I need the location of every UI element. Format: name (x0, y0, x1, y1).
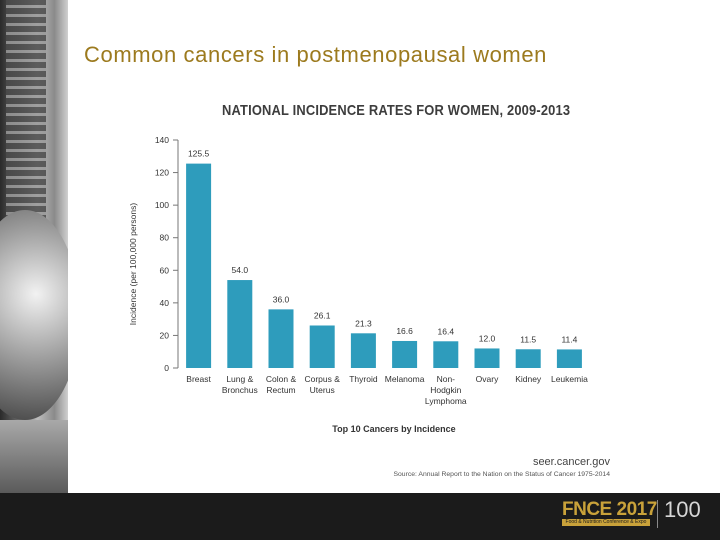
x-category-label: Rectum (266, 385, 295, 395)
plaza-shape (0, 420, 68, 493)
bar-value-label: 36.0 (273, 294, 290, 304)
y-tick-label: 140 (155, 135, 169, 145)
bar (433, 341, 459, 368)
bar (474, 348, 500, 368)
x-category-label: Leukemia (551, 374, 588, 384)
y-tick-label: 80 (160, 233, 170, 243)
bar (309, 325, 335, 368)
bar-value-label: 125.5 (188, 149, 210, 159)
bar-value-label: 11.5 (520, 334, 536, 344)
bar-value-label: 16.6 (396, 326, 413, 336)
bar-value-label: 54.0 (232, 265, 249, 275)
bar-value-label: 12.0 (479, 333, 496, 343)
x-axis-label: Top 10 Cancers by Incidence (332, 424, 455, 434)
sculpture-shape (0, 210, 68, 420)
x-category-label: Bronchus (222, 385, 258, 395)
source-site: seer.cancer.gov (533, 456, 611, 468)
bar-value-label: 26.1 (314, 310, 331, 320)
bar-value-label: 16.4 (438, 326, 455, 336)
background-photo (0, 0, 68, 493)
bar (186, 163, 212, 368)
bar (392, 340, 418, 368)
bar (268, 309, 294, 368)
logo-divider (657, 500, 658, 528)
bar (556, 349, 582, 368)
bar-value-label: 11.4 (561, 334, 577, 344)
x-category-label: Breast (186, 374, 211, 384)
bar (350, 333, 376, 368)
fnce-logo: FNCE 2017 (562, 499, 657, 520)
x-category-label: Uterus (310, 385, 335, 395)
centennial-logo: 100 (664, 497, 701, 523)
x-category-label: Corpus & (304, 374, 340, 384)
centennial-number: 100 (664, 497, 701, 522)
x-category-label: Non- (437, 374, 456, 384)
x-category-label: Hodgkin (430, 385, 461, 395)
x-category-label: Colon & (266, 374, 297, 384)
building-shape (6, 0, 46, 230)
y-tick-label: 120 (155, 168, 169, 178)
x-category-label: Ovary (476, 374, 499, 384)
bar-value-label: 21.3 (355, 318, 372, 328)
chart-title: NATIONAL INCIDENCE RATES FOR WOMEN, 2009… (222, 102, 571, 119)
y-tick-label: 0 (164, 363, 169, 373)
source-note: Source: Annual Report to the Nation on t… (393, 471, 610, 478)
footer-bar (0, 493, 720, 540)
x-category-label: Lung & (226, 374, 253, 384)
y-tick-label: 60 (160, 265, 170, 275)
y-tick-label: 40 (160, 298, 170, 308)
x-category-label: Thyroid (349, 374, 378, 384)
y-tick-label: 20 (160, 330, 170, 340)
bar (227, 280, 253, 368)
y-tick-label: 100 (155, 200, 169, 210)
y-axis-label: Incidence (per 100,000 persons) (128, 203, 138, 326)
bar (515, 349, 541, 368)
fnce-logo-subtitle: Food & Nutrition Conference & Expo (562, 519, 650, 526)
x-category-label: Kidney (515, 374, 542, 384)
slide-title: Common cancers in postmenopausal women (84, 42, 548, 67)
x-category-label: Melanoma (385, 374, 425, 384)
x-category-label: Lymphoma (425, 396, 467, 406)
